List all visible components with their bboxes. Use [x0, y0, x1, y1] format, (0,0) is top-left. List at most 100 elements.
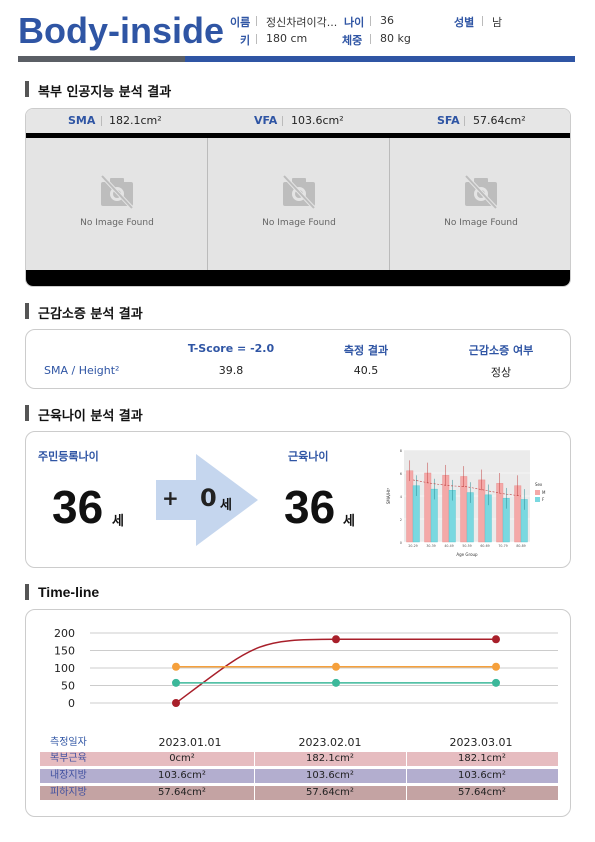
separator: [101, 116, 102, 126]
data-point: [492, 662, 500, 671]
timeline-panel: [25, 609, 571, 817]
arrow-right-icon: [156, 454, 258, 546]
separator: [282, 116, 283, 126]
bar: [406, 470, 414, 543]
sma-history-cell: 182.1cm²: [306, 753, 354, 764]
age-unit: 세: [220, 498, 232, 513]
age-unit: 세: [112, 514, 124, 529]
x-tick-label: 70-79: [498, 544, 507, 548]
x-tick-label: 30-39: [426, 544, 435, 548]
y-tick-label: 50: [61, 680, 75, 693]
result-header: 측정 결과: [343, 344, 389, 357]
sarcopenia-section-title: 근감소증 분석 결과: [38, 307, 143, 322]
section-marker: [25, 405, 29, 421]
vfa-history-cell: 103.6cm²: [306, 770, 354, 781]
name-value: 정신차려이각...: [266, 16, 338, 29]
sma-row-label: 복부근육: [50, 753, 87, 764]
sma-label: SMA: [68, 114, 96, 127]
vfa-history-row: 내장지방 103.6cm² 103.6cm² 103.6cm²: [40, 769, 558, 783]
sex-label: 성별: [454, 16, 475, 29]
sfa-label: SFA: [437, 114, 460, 127]
y-tick-label: 8: [400, 449, 402, 453]
broken-camera-icon: [464, 174, 498, 210]
age-value: 36: [380, 14, 394, 27]
sma-history-row: 복부근육 0cm² 182.1cm² 182.1cm²: [40, 752, 558, 766]
vfa-row-label: 내장지방: [50, 770, 87, 781]
y-tick-label: 200: [54, 627, 75, 640]
separator: [464, 116, 465, 126]
sarcopenia-status-value: 정상: [490, 366, 512, 379]
date-cell: 2023.03.01: [449, 736, 513, 749]
x-tick-label: 80-89: [516, 544, 525, 548]
y-tick-label: 0: [400, 541, 402, 545]
date-cell: 2023.02.01: [298, 736, 362, 749]
y-tick-label: 4: [400, 495, 403, 499]
section-marker: [25, 81, 29, 97]
y-tick-label: 6: [400, 472, 402, 476]
section-marker: [25, 303, 29, 319]
muscle-age-label: 근육나이: [288, 450, 329, 463]
timeline-date-row: 측정일자 2023.01.01 2023.02.01 2023.03.01: [40, 736, 558, 750]
legend-label: F: [542, 497, 545, 502]
analysis-panel: SMA 182.1cm² VFA 103.6cm² SFA 57.64cm² N…: [25, 108, 571, 287]
sfa-history-row: 피하지방 57.64cm² 57.64cm² 57.64cm²: [40, 786, 558, 800]
plus-sign: +: [162, 486, 179, 510]
sfa-history-cell: 57.64cm²: [158, 787, 206, 798]
divider: [389, 138, 390, 270]
muscle-age-section-title: 근육나이 분석 결과: [38, 409, 143, 424]
analysis-section-title: 복부 인공지능 분석 결과: [38, 85, 172, 100]
section-marker: [25, 584, 29, 600]
bar: [424, 472, 432, 543]
brand-title: Body-inside: [18, 10, 225, 51]
x-axis-label: Age Group: [456, 552, 478, 557]
legend-swatch: [535, 490, 540, 495]
data-point: [172, 662, 180, 671]
y-tick-label: 2: [400, 518, 402, 522]
weight-label: 체중: [342, 34, 363, 47]
sfa-image-placeholder: No Image Found: [390, 138, 570, 270]
legend-swatch: [535, 497, 540, 502]
x-tick-label: 40-49: [444, 544, 453, 548]
separator: [256, 16, 257, 26]
date-cell: 2023.01.01: [158, 736, 222, 749]
divider: [406, 786, 407, 800]
legend-title: Sex: [535, 482, 543, 487]
age-delta-value: 0: [200, 484, 217, 512]
sfa-row-label: 피하지방: [50, 787, 87, 798]
vfa-value: 103.6cm²: [291, 114, 344, 127]
date-row-header: 측정일자: [50, 737, 87, 748]
x-tick-label: 20-29: [408, 544, 417, 548]
separator: [482, 16, 483, 26]
sfa-history-cell: 57.64cm²: [306, 787, 354, 798]
broken-camera-icon: [282, 174, 316, 210]
y-tick-label: 150: [54, 645, 75, 658]
y-axis-label: SMA/Ht²: [386, 487, 391, 504]
divider: [207, 138, 208, 270]
separator: [370, 34, 371, 44]
sfa-value: 57.64cm²: [473, 114, 526, 127]
x-tick-label: 60-69: [480, 544, 489, 548]
data-point: [172, 678, 180, 687]
vfa-image-placeholder: No Image Found: [208, 138, 389, 270]
sma-value: 182.1cm²: [109, 114, 162, 127]
y-tick-label: 0: [68, 697, 75, 710]
legend-label: M: [542, 490, 546, 495]
divider: [254, 769, 255, 783]
sma-history-cell: 182.1cm²: [458, 753, 506, 764]
sma-height-label: SMA / Height²: [44, 364, 120, 377]
data-point: [332, 635, 340, 644]
no-image-text: No Image Found: [444, 218, 518, 228]
sfa-history-cell: 57.64cm²: [458, 787, 506, 798]
data-point: [492, 678, 500, 687]
height-label: 키: [240, 34, 251, 47]
sarcopenia-panel: T-Score = -2.0 측정 결과 근감소증 여부 SMA / Heigh…: [25, 329, 571, 389]
divider: [406, 769, 407, 783]
header-bar-dark: [18, 56, 185, 62]
divider: [254, 786, 255, 800]
sma-history-cell: 0cm²: [169, 753, 195, 764]
divider: [406, 752, 407, 766]
muscle-age-panel: 주민등록나이 36 세 + 0 세 근육나이 36 세 0 2 4 6 8 20-29 30…: [25, 431, 571, 568]
weight-value: 80 kg: [380, 32, 411, 45]
separator: [256, 34, 257, 44]
vfa-label: VFA: [254, 114, 278, 127]
